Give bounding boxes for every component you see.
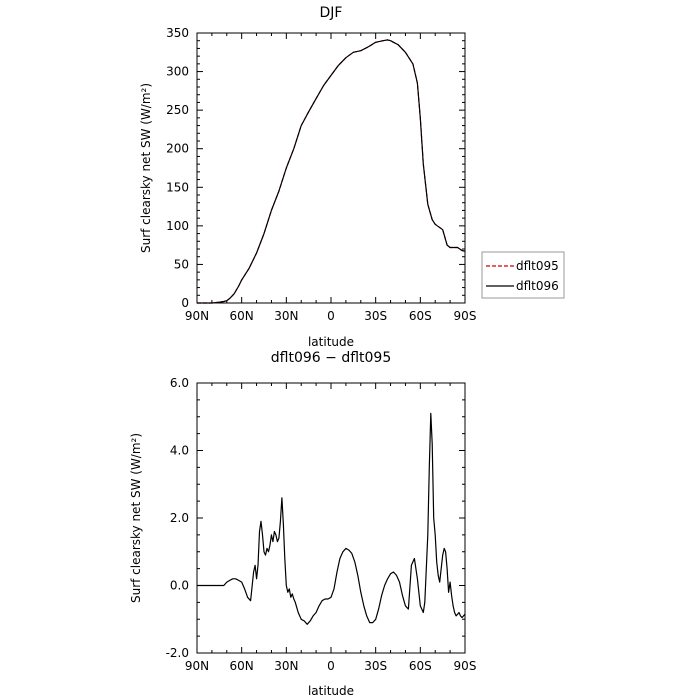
top-y-tick-label: 150 [166,180,189,194]
top-y-tick-label: 300 [166,65,189,79]
bottom-x-tick-label: 60N [230,659,254,673]
top-y-tick-label: 50 [174,257,189,271]
top-x-axis-title: latitude [308,335,354,349]
top-y-tick-label: 0 [181,296,189,310]
bottom-y-tick-label: 6.0 [170,376,189,390]
top-series-line-dflt095 [197,39,466,304]
bottom-x-tick-label: 0 [327,659,335,673]
bottom-series-line-diff-0 [197,412,466,625]
top-x-tick-label: 60N [230,309,254,323]
top-x-tick-label: 30N [274,309,298,323]
bottom-y-tick-label: -2.0 [166,646,189,660]
top-y-axis-title: Surf clearsky net SW (W/m²) [139,83,153,253]
bottom-y-axis-title: Surf clearsky net SW (W/m²) [129,433,143,603]
bottom-x-tick-label: 90S [454,659,477,673]
top-x-tick-label: 60S [409,309,432,323]
top-y-tick-label: 200 [166,142,189,156]
bottom-y-tick-label: 0.0 [170,579,189,593]
bottom-x-tick-label: 90N [185,659,209,673]
top-x-tick-label: 0 [327,309,335,323]
bottom-chart: dflt096 − dflt095 latitude Surf clearsky… [129,350,476,698]
top-chart: DJF latitude Surf clearsky net SW (W/m²)… [139,5,476,349]
top-series-line-dflt096 [197,39,466,304]
top-y-tick-label: 250 [166,103,189,117]
bottom-x-tick-label: 30S [364,659,387,673]
top-y-tick-label: 100 [166,219,189,233]
legend-label-dflt096: dflt096 [516,279,559,293]
bottom-y-tick-label: 4.0 [170,444,189,458]
bottom-plot-frame [196,382,466,654]
bottom-x-tick-label: 60S [409,659,432,673]
legend: dflt095 dflt096 [481,251,565,299]
bottom-chart-title: dflt096 − dflt095 [271,350,391,366]
legend-label-dflt095: dflt095 [516,259,559,273]
top-x-tick-label: 90S [454,309,477,323]
legend-box [481,251,565,299]
bottom-x-axis-title: latitude [308,684,354,698]
top-plot-frame [196,32,466,304]
top-chart-title: DJF [320,5,343,21]
top-x-tick-label: 90N [185,309,209,323]
top-y-tick-label: 350 [166,26,189,40]
bottom-y-tick-label: 2.0 [170,511,189,525]
top-x-tick-label: 30S [364,309,387,323]
bottom-x-tick-label: 30N [274,659,298,673]
